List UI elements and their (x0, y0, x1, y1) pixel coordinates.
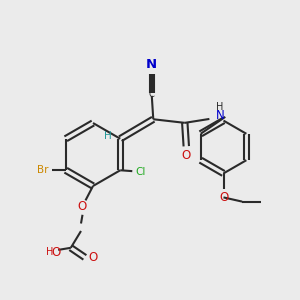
Text: Cl: Cl (135, 167, 145, 177)
Text: H: H (46, 247, 53, 257)
Text: Br: Br (37, 165, 48, 175)
Text: O: O (89, 251, 98, 264)
Text: O: O (182, 149, 191, 162)
Text: H: H (217, 102, 224, 112)
Text: C: C (149, 90, 155, 99)
Text: O: O (51, 246, 60, 259)
Text: N: N (146, 58, 157, 71)
Text: H: H (104, 131, 112, 141)
Text: N: N (216, 109, 225, 122)
Text: O: O (78, 200, 87, 213)
Text: O: O (219, 191, 228, 204)
